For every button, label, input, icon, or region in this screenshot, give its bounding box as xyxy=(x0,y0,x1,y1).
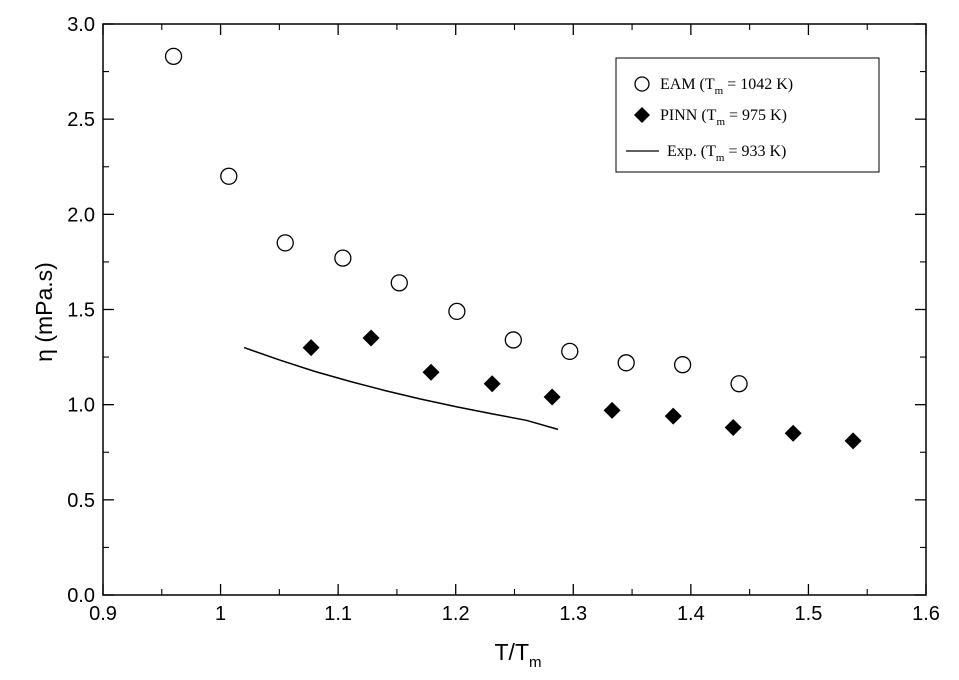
legend-label-exp: Exp. (Tm = 933 K) xyxy=(667,143,786,164)
legend-label-eam: EAM (Tm = 1042 K) xyxy=(660,76,793,97)
eam-point xyxy=(448,302,466,321)
y-tick-label: 0.0 xyxy=(67,585,95,607)
legend-marker-pinn xyxy=(634,107,650,123)
series-layer xyxy=(164,47,862,450)
y-tick-label: 1.5 xyxy=(67,300,95,322)
pinn-point xyxy=(724,419,742,437)
x-tick-label: 1 xyxy=(215,603,226,625)
eam-point xyxy=(276,234,294,252)
eam-point xyxy=(390,274,408,292)
x-axis-label: T/Tm xyxy=(495,639,542,671)
x-tick-label: 1.4 xyxy=(677,603,705,625)
y-tick-label: 1.0 xyxy=(67,395,95,417)
y-tick-label: 0.5 xyxy=(67,490,95,512)
pinn-point xyxy=(784,424,802,442)
x-tick-label: 1.3 xyxy=(559,603,587,625)
x-tick-label: 1.5 xyxy=(795,603,823,625)
y-tick-label: 2.5 xyxy=(67,109,95,131)
x-tick-label: 1.1 xyxy=(324,603,352,625)
legend-label-pinn: PINN (Tm = 975 K) xyxy=(660,107,787,128)
y-axis-ticks: 0.0 0.5 1.0 1.5 2.0 2.5 3.0 xyxy=(67,14,926,607)
pinn-point xyxy=(664,407,682,425)
pinn-point xyxy=(483,375,501,393)
pinn-point xyxy=(302,339,320,357)
exp-curve xyxy=(243,346,559,431)
pinn-point xyxy=(603,401,621,419)
pinn-point xyxy=(844,432,862,450)
eam-point xyxy=(673,356,692,374)
y-axis-label: η (mPa.s) xyxy=(31,262,57,362)
eam-point xyxy=(504,331,522,349)
x-tick-label: 1.6 xyxy=(912,603,940,625)
pinn-point xyxy=(362,329,380,347)
x-tick-label: 1.2 xyxy=(442,603,470,625)
y-tick-label: 3.0 xyxy=(67,14,95,36)
eam-point xyxy=(220,167,238,185)
x-axis-ticks: 0.9 1 1.1 1.2 1.3 1.4 1.5 1.6 xyxy=(89,24,940,625)
eam-point xyxy=(164,47,183,66)
pinn-point xyxy=(422,363,440,381)
x-tick-label: 0.9 xyxy=(89,603,117,625)
eam-point xyxy=(617,354,635,372)
eam-point xyxy=(561,342,579,361)
y-tick-label: 2.0 xyxy=(67,204,95,226)
legend-box xyxy=(615,57,880,173)
eam-point xyxy=(730,375,748,393)
legend: EAM (Tm = 1042 K) PINN (Tm = 975 K) Exp.… xyxy=(615,57,880,173)
eam-point xyxy=(334,249,352,267)
legend-marker-eam xyxy=(634,76,650,92)
pinn-point xyxy=(543,388,561,406)
